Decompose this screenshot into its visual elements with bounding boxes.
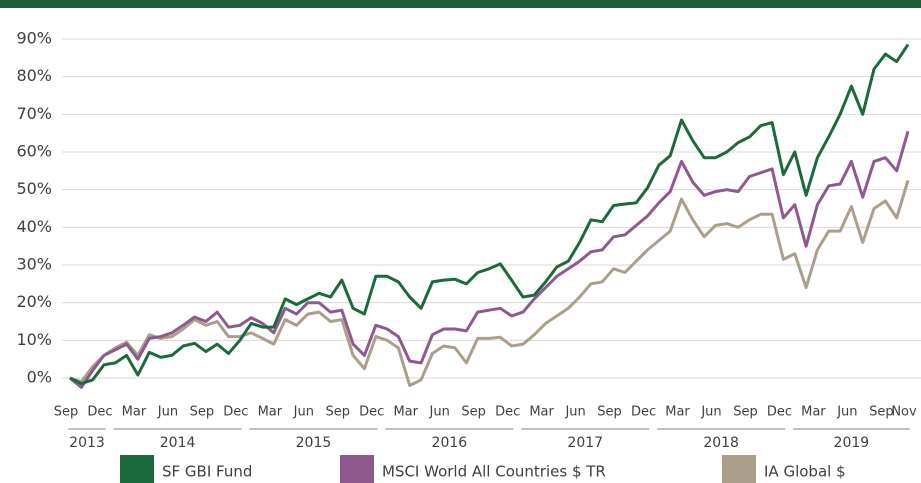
legend-label: IA Global $: [764, 463, 846, 481]
x-tick-label: Mar: [258, 405, 283, 420]
legend-swatch: [340, 455, 374, 483]
y-tick-label: 50%: [16, 179, 52, 198]
year-label: 2016: [432, 435, 468, 451]
x-tick-label: Nov: [891, 405, 917, 420]
x-tick-label: Sep: [54, 405, 79, 420]
x-tick-label: Dec: [359, 405, 384, 420]
x-tick-label: Dec: [767, 405, 792, 420]
x-tick-label: Mar: [665, 405, 690, 420]
legend-label: MSCI World All Countries $ TR: [382, 463, 606, 481]
x-tick-label: Mar: [122, 405, 147, 420]
year-label: 2014: [160, 435, 196, 451]
x-tick-label: Dec: [87, 405, 112, 420]
year-label: 2013: [69, 435, 105, 451]
x-tick-label: Jun: [836, 405, 857, 420]
y-tick-label: 20%: [16, 292, 52, 311]
y-tick-label: 60%: [16, 142, 52, 161]
y-tick-label: 40%: [16, 217, 52, 236]
legend-swatch: [120, 455, 154, 483]
series-line: [69, 130, 910, 389]
y-tick-label: 10%: [16, 330, 52, 349]
x-tick-label: Sep: [597, 405, 622, 420]
y-tick-label: 80%: [16, 66, 52, 85]
header-bar: [0, 0, 921, 8]
x-tick-label: Dec: [495, 405, 520, 420]
y-tick-label: 0%: [27, 368, 52, 387]
x-tick-label: Mar: [801, 405, 826, 420]
x-tick-label: Mar: [393, 405, 418, 420]
x-tick-label: Dec: [223, 405, 248, 420]
x-tick-label: Jun: [564, 405, 585, 420]
x-tick-label: Jun: [293, 405, 314, 420]
y-tick-label: 30%: [16, 255, 52, 274]
year-label: 2015: [296, 435, 332, 451]
x-tick-label: Mar: [529, 405, 554, 420]
year-label: 2018: [703, 435, 739, 451]
x-tick-label: Dec: [631, 405, 656, 420]
y-tick-label: 90%: [16, 29, 52, 48]
series-line: [69, 179, 910, 387]
legend-label: SF GBI Fund: [162, 463, 252, 481]
x-tick-label: Sep: [326, 405, 351, 420]
series-line: [69, 43, 910, 386]
x-tick-label: Sep: [733, 405, 758, 420]
x-tick-label: Sep: [869, 405, 894, 420]
x-tick-label: Jun: [700, 405, 721, 420]
year-label: 2017: [567, 435, 603, 451]
year-label: 2019: [834, 435, 870, 451]
x-tick-label: Jun: [429, 405, 450, 420]
x-tick-label: Sep: [461, 405, 486, 420]
x-tick-label: Jun: [157, 405, 178, 420]
y-tick-label: 70%: [16, 104, 52, 123]
x-tick-label: Sep: [190, 405, 215, 420]
legend-swatch: [722, 455, 756, 483]
